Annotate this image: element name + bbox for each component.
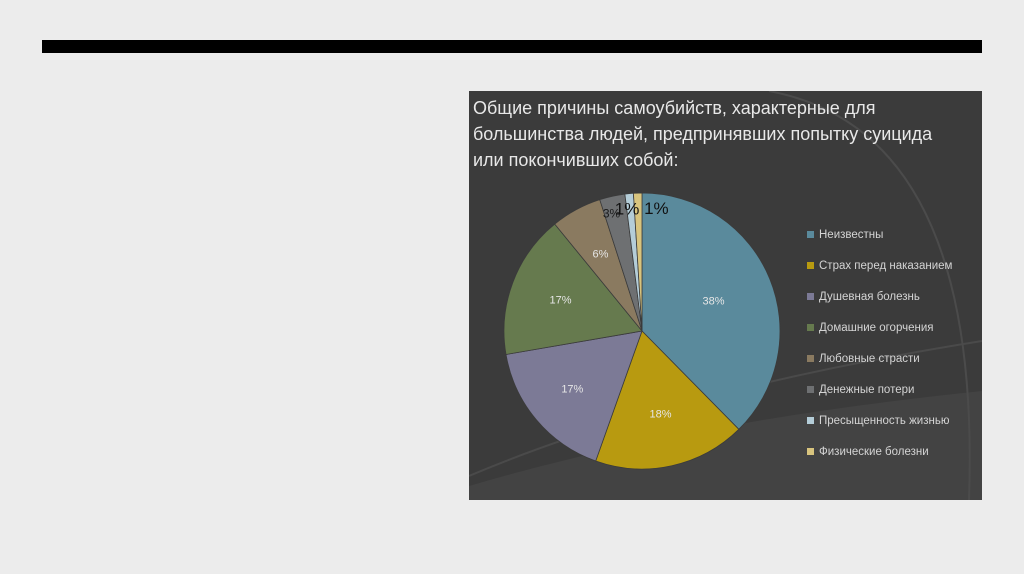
legend-label-6: Денежные потери: [819, 383, 915, 396]
legend-swatch-2: [807, 262, 814, 269]
pie-slice-2: [595, 330, 740, 470]
legend-swatch-1: [807, 231, 814, 238]
legend-swatch-7: [807, 417, 814, 424]
pie-chart: 38% 18% 17% 17% 6% 3% 1% 1% Общие причины самоу…: [469, 91, 982, 500]
legend-item-2: Страх перед наказанием: [807, 250, 982, 281]
legend-label-4: Домашние огорчения: [819, 321, 934, 334]
chart-title-line-2: большинства людей, предпринявших попытку…: [473, 124, 933, 144]
pie-data-label-3: 17%: [561, 384, 583, 396]
legend-label-5: Любовные страсти: [819, 352, 920, 365]
legend-label-3: Душевная болезнь: [819, 290, 920, 303]
legend-label-7: Пресыщенность жизнью: [819, 414, 950, 427]
pie-slice-1: [641, 192, 781, 430]
legend-item-3: Душевная болезнь: [807, 281, 982, 312]
pie-data-label-6: 3%: [603, 207, 621, 221]
legend-label-2: Страх перед наказанием: [819, 259, 953, 272]
legend-item-4: Домашние огорчения: [807, 312, 982, 343]
legend-swatch-5: [807, 355, 814, 362]
pie-slices: [503, 192, 781, 470]
pie-slice-3: [505, 330, 643, 462]
pie-data-label-5: 6%: [593, 249, 609, 261]
legend-swatch-8: [807, 448, 814, 455]
pie-slice-8: [632, 192, 643, 332]
chart-title-line-3: или покончивших собой:: [473, 150, 679, 170]
pie-data-label-4: 17%: [550, 294, 572, 306]
legend-item-7: Пресыщенность жизнью: [807, 405, 982, 436]
legend-item-8: Физические болезни: [807, 436, 982, 467]
pie-data-label-2: 18%: [649, 408, 671, 420]
legend-item-5: Любовные страсти: [807, 343, 982, 374]
legend-swatch-4: [807, 324, 814, 331]
legend-item-6: Денежные потери: [807, 374, 982, 405]
pie-data-label-8: 1%: [644, 199, 669, 218]
title-bar-decoration: [42, 40, 982, 53]
legend-swatch-3: [807, 293, 814, 300]
legend-label-8: Физические болезни: [819, 445, 929, 458]
chart-canvas: 38%18%17%17%6%3%1% 1%: [469, 91, 982, 500]
legend-label-1: Неизвестны: [819, 228, 884, 241]
legend-swatch-6: [807, 386, 814, 393]
pie-data-label-1: 38%: [702, 296, 724, 308]
legend-item-1: Неизвестны: [807, 219, 982, 250]
chart-title: Общие причины самоубийств, характерные д…: [473, 95, 978, 173]
pie-slice-4: [503, 223, 643, 355]
pie-data-labels: 38%18%17%17%6%3%1% 1%: [550, 199, 725, 420]
pie-data-label-7: 1%: [615, 200, 640, 219]
chart-legend: Неизвестны Страх перед наказанием Душевная…: [807, 219, 982, 467]
chart-title-line-1: Общие причины самоубийств, характерные д…: [473, 98, 876, 118]
